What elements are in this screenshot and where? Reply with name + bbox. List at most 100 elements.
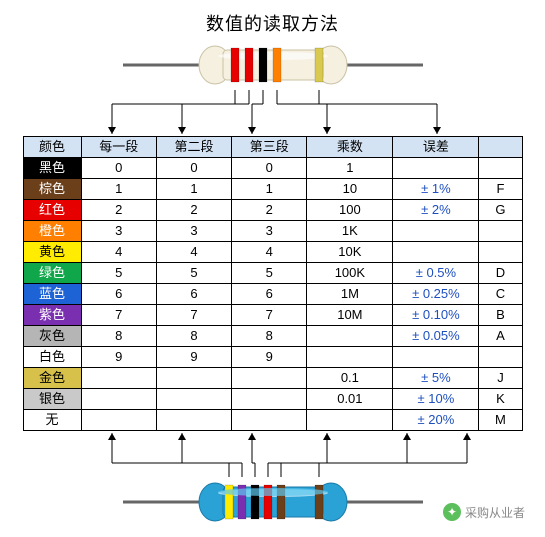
color-name-cell: 红色 <box>23 200 81 221</box>
tolerance-code-cell: C <box>479 284 522 305</box>
digit3-cell: 8 <box>232 326 307 347</box>
col-header: 第三段 <box>232 137 307 158</box>
table-row: 紫色77710M± 0.10%B <box>23 305 522 326</box>
digit2-cell <box>156 368 231 389</box>
digit2-cell: 2 <box>156 200 231 221</box>
multiplier-cell: 1M <box>307 284 393 305</box>
color-name-cell: 无 <box>23 410 81 431</box>
tolerance-cell <box>393 158 479 179</box>
table-row: 无 ± 20%M <box>23 410 522 431</box>
wechat-icon: ✦ <box>443 503 461 521</box>
table-row: 灰色888± 0.05%A <box>23 326 522 347</box>
color-name-cell: 紫色 <box>23 305 81 326</box>
digit3-cell: 5 <box>232 263 307 284</box>
tolerance-cell <box>393 347 479 368</box>
multiplier-cell: 10K <box>307 242 393 263</box>
page-title: 数值的读取方法 <box>10 10 535 36</box>
color-code-table: 颜色每一段第二段第三段乘数误差 黑色0001棕色11110± 1%F红色2221… <box>23 136 523 431</box>
color-name-cell: 银色 <box>23 389 81 410</box>
multiplier-cell: 10M <box>307 305 393 326</box>
multiplier-cell: 0.01 <box>307 389 393 410</box>
digit3-cell <box>232 410 307 431</box>
color-name-cell: 橙色 <box>23 221 81 242</box>
tolerance-code-cell: F <box>479 179 522 200</box>
digit1-cell: 6 <box>81 284 156 305</box>
tolerance-cell: ± 1% <box>393 179 479 200</box>
tolerance-code-cell <box>479 158 522 179</box>
digit3-cell: 7 <box>232 305 307 326</box>
multiplier-cell <box>307 410 393 431</box>
table-row: 橙色3331K <box>23 221 522 242</box>
table-row: 绿色555100K± 0.5%D <box>23 263 522 284</box>
col-header: 第二段 <box>156 137 231 158</box>
tolerance-cell: ± 5% <box>393 368 479 389</box>
color-name-cell: 黄色 <box>23 242 81 263</box>
digit3-cell: 0 <box>232 158 307 179</box>
digit1-cell: 3 <box>81 221 156 242</box>
table-row: 红色222100± 2%G <box>23 200 522 221</box>
digit1-cell: 8 <box>81 326 156 347</box>
tolerance-code-cell: K <box>479 389 522 410</box>
watermark: ✦ 采购从业者 <box>443 503 525 521</box>
tolerance-code-cell: B <box>479 305 522 326</box>
digit2-cell: 8 <box>156 326 231 347</box>
digit1-cell: 0 <box>81 158 156 179</box>
color-name-cell: 蓝色 <box>23 284 81 305</box>
digit3-cell: 4 <box>232 242 307 263</box>
digit1-cell: 5 <box>81 263 156 284</box>
multiplier-cell: 100 <box>307 200 393 221</box>
multiplier-cell <box>307 326 393 347</box>
table-row: 白色999 <box>23 347 522 368</box>
color-name-cell: 棕色 <box>23 179 81 200</box>
digit1-cell <box>81 368 156 389</box>
multiplier-cell: 100K <box>307 263 393 284</box>
digit1-cell: 1 <box>81 179 156 200</box>
digit2-cell: 6 <box>156 284 231 305</box>
digit1-cell: 2 <box>81 200 156 221</box>
col-header: 误差 <box>393 137 479 158</box>
color-name-cell: 白色 <box>23 347 81 368</box>
col-header: 乘数 <box>307 137 393 158</box>
digit2-cell: 1 <box>156 179 231 200</box>
color-name-cell: 灰色 <box>23 326 81 347</box>
tolerance-code-cell: G <box>479 200 522 221</box>
digit2-cell: 3 <box>156 221 231 242</box>
tolerance-cell: ± 20% <box>393 410 479 431</box>
digit1-cell <box>81 410 156 431</box>
tolerance-cell <box>393 221 479 242</box>
tolerance-cell: ± 0.05% <box>393 326 479 347</box>
tolerance-code-cell <box>479 347 522 368</box>
color-name-cell: 黑色 <box>23 158 81 179</box>
tolerance-cell: ± 2% <box>393 200 479 221</box>
tolerance-cell: ± 10% <box>393 389 479 410</box>
table-row: 黑色0001 <box>23 158 522 179</box>
digit3-cell <box>232 389 307 410</box>
tolerance-cell <box>393 242 479 263</box>
digit2-cell: 9 <box>156 347 231 368</box>
multiplier-cell: 10 <box>307 179 393 200</box>
tolerance-code-cell: M <box>479 410 522 431</box>
digit1-cell: 9 <box>81 347 156 368</box>
table-row: 金色0.1± 5%J <box>23 368 522 389</box>
multiplier-cell: 0.1 <box>307 368 393 389</box>
table-row: 银色 0.01± 10%K <box>23 389 522 410</box>
table-row: 蓝色6661M± 0.25%C <box>23 284 522 305</box>
tolerance-cell: ± 0.10% <box>393 305 479 326</box>
digit3-cell: 9 <box>232 347 307 368</box>
table-row: 棕色11110± 1%F <box>23 179 522 200</box>
digit2-cell: 7 <box>156 305 231 326</box>
digit3-cell: 2 <box>232 200 307 221</box>
digit1-cell <box>81 389 156 410</box>
multiplier-cell: 1 <box>307 158 393 179</box>
top-resistor <box>10 40 535 90</box>
tolerance-code-cell: D <box>479 263 522 284</box>
digit3-cell <box>232 368 307 389</box>
color-name-cell: 金色 <box>23 368 81 389</box>
multiplier-cell <box>307 347 393 368</box>
col-header: 每一段 <box>81 137 156 158</box>
tolerance-cell: ± 0.25% <box>393 284 479 305</box>
col-header: 颜色 <box>23 137 81 158</box>
digit2-cell <box>156 389 231 410</box>
bottom-connectors <box>10 431 535 477</box>
multiplier-cell: 1K <box>307 221 393 242</box>
